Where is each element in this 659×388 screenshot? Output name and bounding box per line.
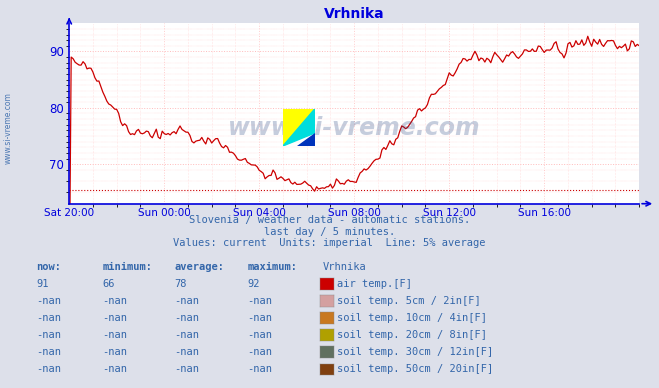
Text: -nan: -nan <box>36 330 61 340</box>
Text: soil temp. 20cm / 8in[F]: soil temp. 20cm / 8in[F] <box>337 330 488 340</box>
Text: -nan: -nan <box>102 330 127 340</box>
Text: air temp.[F]: air temp.[F] <box>337 279 413 289</box>
Text: Values: current  Units: imperial  Line: 5% average: Values: current Units: imperial Line: 5%… <box>173 238 486 248</box>
Text: 91: 91 <box>36 279 49 289</box>
Text: 78: 78 <box>175 279 187 289</box>
Text: -nan: -nan <box>102 364 127 374</box>
Text: maximum:: maximum: <box>247 262 297 272</box>
Text: -nan: -nan <box>247 313 272 323</box>
Text: 66: 66 <box>102 279 115 289</box>
Polygon shape <box>283 109 314 146</box>
Text: -nan: -nan <box>175 313 200 323</box>
Text: -nan: -nan <box>247 330 272 340</box>
Text: -nan: -nan <box>247 296 272 306</box>
Text: -nan: -nan <box>175 330 200 340</box>
Text: -nan: -nan <box>247 347 272 357</box>
Text: -nan: -nan <box>36 313 61 323</box>
Title: Vrhnika: Vrhnika <box>324 7 384 21</box>
Text: soil temp. 10cm / 4in[F]: soil temp. 10cm / 4in[F] <box>337 313 488 323</box>
Text: soil temp. 50cm / 20in[F]: soil temp. 50cm / 20in[F] <box>337 364 494 374</box>
Text: -nan: -nan <box>102 296 127 306</box>
Text: -nan: -nan <box>175 364 200 374</box>
Text: www.si-vreme.com: www.si-vreme.com <box>4 92 13 164</box>
Text: www.si-vreme.com: www.si-vreme.com <box>228 116 480 140</box>
Text: average:: average: <box>175 262 225 272</box>
Text: -nan: -nan <box>175 347 200 357</box>
Text: -nan: -nan <box>102 313 127 323</box>
Polygon shape <box>297 133 314 146</box>
Text: -nan: -nan <box>175 296 200 306</box>
Text: 92: 92 <box>247 279 260 289</box>
Text: Slovenia / weather data - automatic stations.: Slovenia / weather data - automatic stat… <box>189 215 470 225</box>
Text: -nan: -nan <box>247 364 272 374</box>
Text: -nan: -nan <box>36 296 61 306</box>
Text: soil temp. 30cm / 12in[F]: soil temp. 30cm / 12in[F] <box>337 347 494 357</box>
Text: -nan: -nan <box>102 347 127 357</box>
Text: Vrhnika: Vrhnika <box>323 262 366 272</box>
Text: last day / 5 minutes.: last day / 5 minutes. <box>264 227 395 237</box>
Polygon shape <box>283 109 314 146</box>
Text: now:: now: <box>36 262 61 272</box>
Text: -nan: -nan <box>36 364 61 374</box>
Text: minimum:: minimum: <box>102 262 152 272</box>
Text: -nan: -nan <box>36 347 61 357</box>
Text: soil temp. 5cm / 2in[F]: soil temp. 5cm / 2in[F] <box>337 296 481 306</box>
